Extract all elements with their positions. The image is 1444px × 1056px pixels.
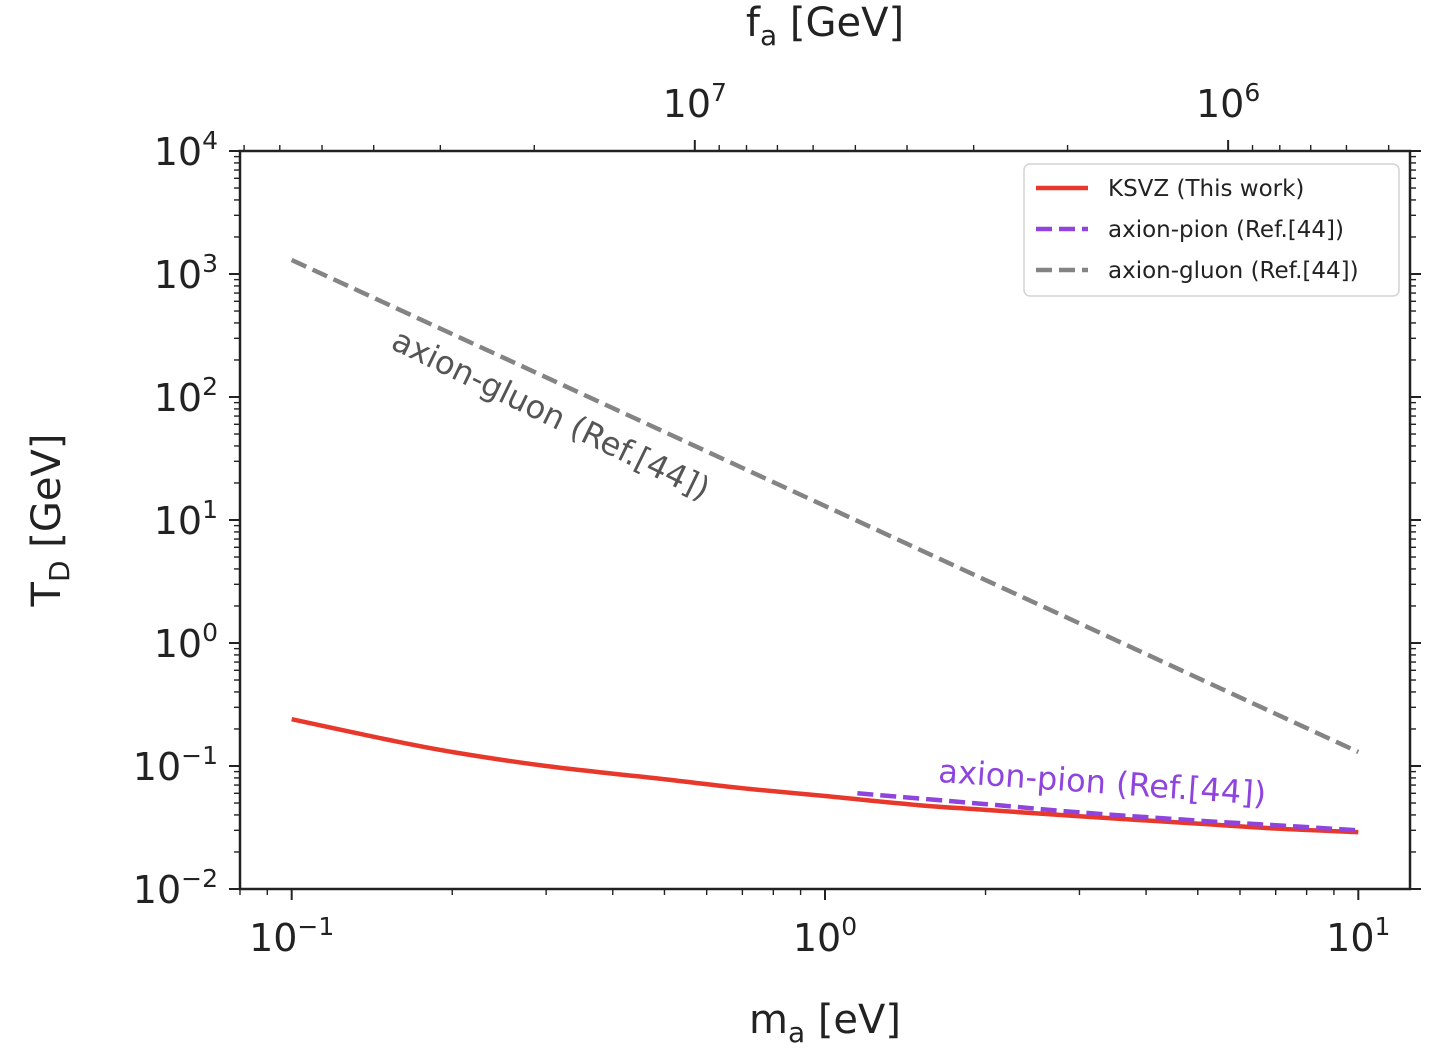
series-layer xyxy=(290,257,1360,835)
series-ksvz xyxy=(291,717,1359,835)
legend-label: KSVZ (This work) xyxy=(1108,176,1304,202)
y-axis-label: TD [GeV] xyxy=(24,434,76,608)
top-tick-label: 106 xyxy=(1196,78,1260,126)
x-tick-label: 10−1 xyxy=(249,912,334,960)
y-tick-label: 104 xyxy=(154,126,218,174)
top-axis-label-rest: [GeV] xyxy=(777,0,904,46)
top-tick-label-exp: 7 xyxy=(711,78,727,107)
y-tick-label-base: 10 xyxy=(154,499,202,543)
y-tick-label: 100 xyxy=(154,618,218,666)
legend-label: axion-pion (Ref.[44]) xyxy=(1108,217,1344,243)
y-tick-label-base: 10 xyxy=(154,376,202,420)
y-tick-label-base: 10 xyxy=(133,868,181,912)
x-axis-label: ma [eV] xyxy=(749,997,901,1049)
legend-box xyxy=(1023,163,1400,297)
y-tick-label-exp: 3 xyxy=(202,249,218,278)
x-axis-label-base: m xyxy=(749,997,788,1043)
y-axis-label-base: T xyxy=(24,581,70,607)
y-tick-label-exp: 2 xyxy=(202,372,218,401)
y-tick-label-exp: 1 xyxy=(202,495,218,524)
y-axis-label-sub: D xyxy=(43,560,76,582)
y-tick-label: 10−2 xyxy=(133,864,218,912)
x-axis-label-rest: [eV] xyxy=(805,997,901,1043)
y-tick-label: 10−1 xyxy=(133,741,218,789)
top-axis-label-base: f xyxy=(746,0,761,46)
annotation-axion-gluon: axion-gluon (Ref.[44]) xyxy=(386,321,716,508)
legend-label: axion-gluon (Ref.[44]) xyxy=(1108,258,1359,284)
y-tick-label-base: 10 xyxy=(154,622,202,666)
x-axis-label-sub: a xyxy=(788,1016,805,1049)
top-tick-label-base: 10 xyxy=(663,82,711,126)
y-tick-label: 103 xyxy=(154,249,218,297)
top-tick-label-base: 10 xyxy=(1196,82,1244,126)
top-tick-label-exp: 6 xyxy=(1244,78,1260,107)
series-axion-pion xyxy=(857,791,1359,833)
y-tick-label: 102 xyxy=(154,372,218,420)
x-tick-label-base: 10 xyxy=(1326,916,1374,960)
legend: KSVZ (This work) axion-pion (Ref.[44]) axi… xyxy=(1023,163,1400,297)
y-axis-label-rest: [GeV] xyxy=(24,434,70,561)
x-tick-label-exp: 1 xyxy=(1375,912,1391,941)
y-tick-label: 101 xyxy=(154,495,218,543)
x-tick-label-base: 10 xyxy=(249,916,297,960)
top-tick-label: 107 xyxy=(663,78,727,126)
y-tick-label-base: 10 xyxy=(154,130,202,174)
y-tick-label-exp: 0 xyxy=(202,618,218,647)
plot-frame xyxy=(238,149,1412,891)
x-tick-label-base: 10 xyxy=(793,916,841,960)
x-tick-label-exp: −1 xyxy=(297,912,334,941)
y-tick-label-base: 10 xyxy=(133,745,181,789)
x-tick-label: 100 xyxy=(793,912,857,960)
top-axis-label-sub: a xyxy=(760,19,777,52)
x-tick-label-exp: 0 xyxy=(841,912,857,941)
major-ticks xyxy=(229,140,1421,900)
y-tick-label-exp: 4 xyxy=(202,126,218,155)
series-axion-gluon xyxy=(290,257,1360,755)
y-tick-label-exp: −1 xyxy=(181,741,218,770)
y-tick-label-base: 10 xyxy=(154,253,202,297)
y-tick-label-exp: −2 xyxy=(181,864,218,893)
top-axis-label: fa [GeV] xyxy=(746,0,904,52)
x-tick-label: 101 xyxy=(1326,912,1390,960)
